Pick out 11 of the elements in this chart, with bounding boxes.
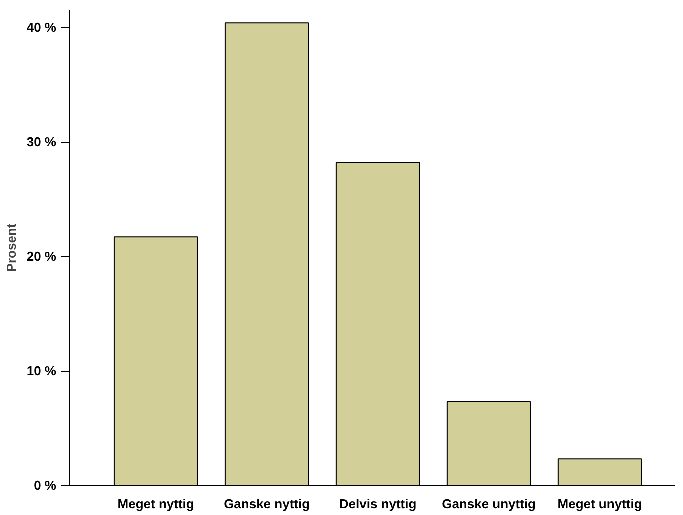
x-tick-label: Ganske nyttig [224, 496, 310, 512]
x-tick-label: Delvis nyttig [339, 496, 417, 512]
x-tick-label: Ganske unyttig [442, 496, 536, 512]
y-tick-label: 0 % [34, 478, 57, 493]
y-tick-label: 20 % [26, 249, 57, 264]
y-tick-label: 30 % [26, 134, 57, 150]
y-axis-title: Prosent [4, 223, 19, 272]
y-tick-label: 40 % [26, 20, 57, 36]
x-tick-label: Meget nyttig [118, 496, 194, 512]
x-tick-label: Meget unyttig [558, 496, 642, 512]
y-tick-label: 10 % [26, 364, 57, 379]
